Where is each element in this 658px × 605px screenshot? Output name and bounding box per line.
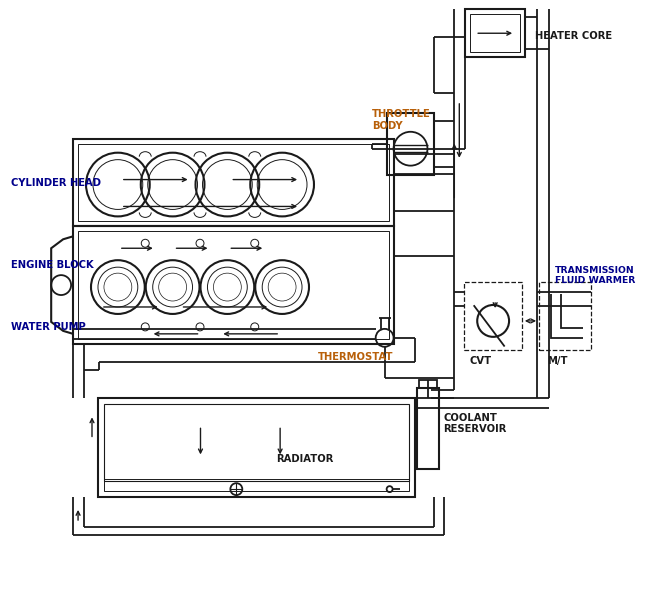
- Text: CYLINDER HEAD: CYLINDER HEAD: [11, 177, 101, 188]
- Bar: [417, 388, 440, 469]
- Bar: [73, 226, 393, 344]
- Bar: [73, 139, 393, 226]
- Text: THERMOSTAT: THERMOSTAT: [318, 352, 393, 362]
- Text: ENGINE BLOCK: ENGINE BLOCK: [11, 260, 94, 270]
- Bar: [78, 144, 389, 221]
- Bar: [98, 397, 415, 497]
- Bar: [470, 15, 520, 52]
- Bar: [104, 404, 409, 481]
- Text: M/T: M/T: [547, 356, 567, 365]
- Text: CVT: CVT: [469, 356, 492, 365]
- Text: RADIATOR: RADIATOR: [276, 454, 334, 464]
- Bar: [104, 479, 409, 491]
- Text: WATER PUMP: WATER PUMP: [11, 322, 86, 332]
- Bar: [387, 113, 434, 175]
- Text: COOLANT
RESERVOIR: COOLANT RESERVOIR: [443, 413, 507, 434]
- Text: TRANSMISSION
FLUID WARMER: TRANSMISSION FLUID WARMER: [555, 266, 635, 285]
- Bar: [465, 9, 525, 57]
- Bar: [539, 282, 591, 350]
- Text: THROTTLE
BODY: THROTTLE BODY: [372, 109, 430, 131]
- Bar: [465, 282, 522, 350]
- Bar: [78, 231, 389, 339]
- Text: HEATER CORE: HEATER CORE: [535, 31, 612, 41]
- Bar: [420, 380, 438, 388]
